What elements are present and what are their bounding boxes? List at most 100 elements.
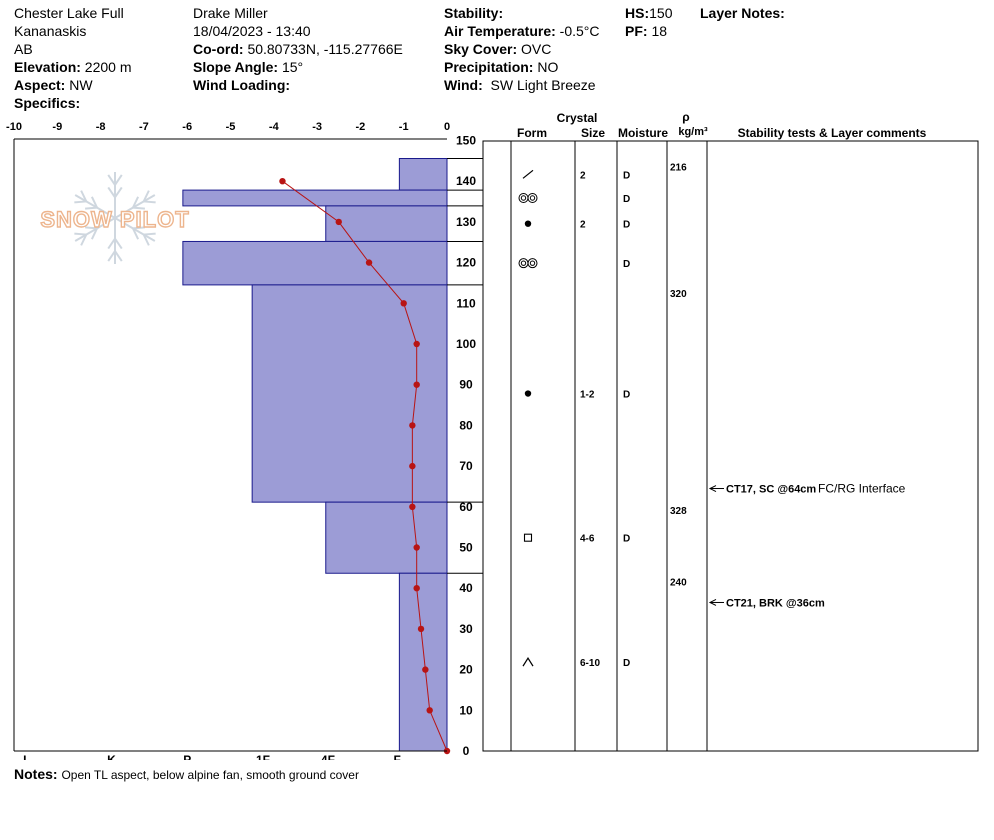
height-tick-label: 10 (459, 703, 473, 717)
snowflake-branch (132, 227, 140, 240)
temperature-point (409, 462, 416, 470)
temperature-tick-label: -8 (96, 121, 106, 133)
layer-notes-label: Layer Notes: (700, 5, 785, 21)
table-rows: 2 D D 2 D D 1-2 D 4-6 D 6-10 D (447, 158, 630, 669)
rho-header: ρ (682, 110, 689, 124)
specifics-label: Specifics: (14, 95, 81, 111)
temperature-point (426, 707, 433, 714)
precip-field: Precipitation: NO (444, 58, 558, 76)
hardness-bars (182, 158, 448, 752)
melt-forms-ring (518, 193, 529, 203)
layer-moisture: D (623, 658, 630, 669)
slope-label: Slope Angle: (193, 59, 279, 75)
slope-field: Slope Angle: 15° (193, 58, 303, 76)
height-tick-label: 50 (459, 541, 473, 555)
hardness-axis-labels: I K P 1F 4F F (23, 753, 401, 760)
temperature-tick-label: -1 (399, 121, 409, 133)
crystal-header: Crystal (557, 111, 598, 125)
layer-size: 6-10 (580, 658, 600, 669)
aspect-value: NW (69, 77, 93, 93)
layer-size: 2 (580, 220, 586, 231)
faceted-crystals-icon (523, 533, 533, 542)
stability-arrow-head (708, 599, 717, 606)
snowpilot-watermark: SNOW PILOT (40, 172, 189, 264)
snowflake-branch (85, 206, 98, 210)
observation-datetime: 18/04/2023 - 13:40 (193, 23, 311, 39)
hardness-label: P (183, 753, 191, 760)
stability-arrow-head (708, 485, 717, 492)
temperature-tick-label: 0 (444, 121, 450, 133)
height-tick-label: 30 (459, 622, 473, 636)
height-tick-label: 110 (456, 296, 476, 310)
melt-forms-core (529, 260, 536, 266)
layer-table: Crystal Form Size Moisture ρ kg/m³ Stabi… (447, 110, 979, 752)
snowflake-branch (90, 227, 98, 240)
location-name: Chester Lake Full (14, 5, 124, 21)
hardness-bar (398, 158, 448, 191)
comments-header: Stability tests & Layer comments (738, 126, 927, 140)
wind-value: SW Light Breeze (490, 77, 596, 93)
snowflake-branch (132, 226, 145, 230)
layer-moisture: D (623, 220, 630, 231)
snowflake-branch (142, 190, 150, 202)
precip-label: Precipitation: (444, 59, 534, 75)
melt-forms-icon (518, 258, 538, 269)
snowflake-branch (74, 232, 87, 236)
density-values: 216 320 328 240 (670, 163, 687, 589)
layer-moisture: D (623, 259, 630, 270)
snowflake-arm (74, 217, 116, 242)
hardness-bar (325, 205, 448, 242)
melt-forms-ring (518, 258, 529, 269)
layer-moisture: D (623, 390, 630, 401)
specifics-field: Specifics: (14, 94, 80, 112)
melt-forms-core (520, 260, 527, 266)
snowflake-branch (107, 238, 116, 250)
density-value: 240 (670, 577, 687, 588)
hardness-label: 1F (256, 753, 270, 760)
pf-value: 18 (651, 23, 668, 39)
temperature-point (413, 340, 420, 348)
snowflake-icon (74, 172, 156, 264)
slope-value: 15° (281, 59, 304, 75)
height-tick-label: 130 (456, 215, 476, 229)
stability-field: Stability: (444, 4, 503, 22)
temperature-profile (279, 178, 451, 755)
temperature-tick-label: -4 (269, 121, 280, 133)
wind-field: Wind: SW Light Breeze (444, 76, 596, 94)
hardness-label: F (394, 753, 401, 760)
snowflake-branch (80, 190, 88, 202)
aspect-label: Aspect: (14, 77, 66, 93)
stability-tests: CT17, SC @64cm FC/RG Interface CT21, BRK @… (708, 482, 906, 609)
snowflake-branch (114, 238, 123, 250)
coord-label: Co-ord: (193, 41, 244, 57)
wind-loading-label: Wind Loading: (193, 77, 291, 93)
temperature-point (413, 544, 420, 551)
melt-forms-ring (527, 193, 538, 203)
stability-test-label: CT21, BRK @36cm (726, 597, 825, 609)
layer-moisture: D (623, 194, 630, 205)
aspect-field: Aspect: NW (14, 76, 93, 94)
height-tick-label: 100 (456, 337, 476, 351)
pf-label: PF: (625, 23, 648, 39)
hardness-bar (251, 284, 448, 503)
temperature-tick-label: -9 (52, 121, 62, 133)
precip-value: NO (537, 59, 559, 75)
temperature-point (400, 300, 407, 307)
snowflake-branch (142, 234, 150, 246)
height-tick-label: 90 (459, 378, 473, 392)
height-tick-label: 70 (459, 459, 473, 473)
melt-forms-core (520, 195, 527, 201)
hs-label: HS: (625, 5, 650, 21)
temperature-axis-ticks: -10 -9 -8 -7 -6 -5 -4 -3 -2 -1 0 (6, 121, 450, 133)
air-temp-label: Air Temperature: (444, 23, 556, 39)
density-value: 320 (670, 289, 687, 300)
melt-forms-icon (518, 193, 538, 203)
temperature-tick-label: -6 (182, 121, 192, 133)
province-name: AB (14, 41, 33, 57)
snowflake-arm (74, 194, 116, 219)
hardness-bar (398, 572, 448, 752)
air-temp-field: Air Temperature: -0.5°C (444, 22, 600, 40)
melt-forms-core (529, 195, 536, 201)
height-tick-label: 0 (463, 744, 470, 758)
watermark-text: SNOW PILOT (40, 207, 189, 232)
